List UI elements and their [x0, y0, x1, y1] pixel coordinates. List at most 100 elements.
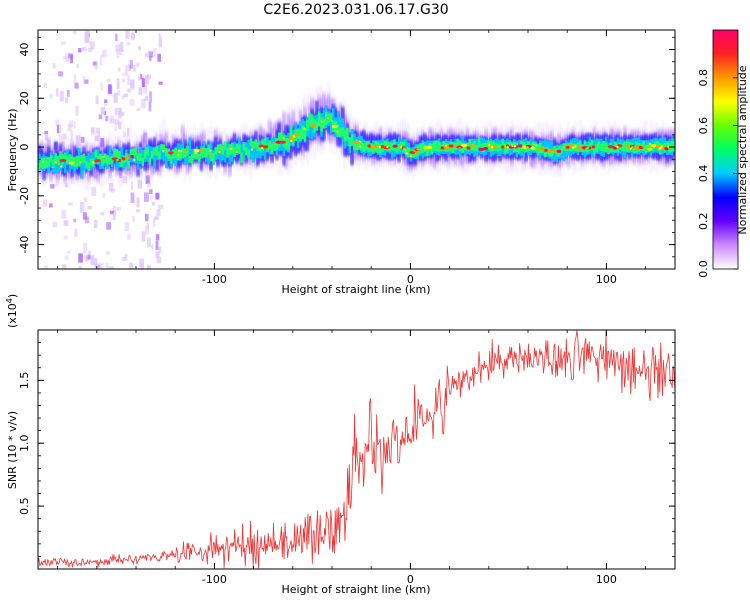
spectrogram-band-cell — [277, 132, 281, 147]
spectrogram-band-cell — [268, 140, 272, 150]
spectrogram-peak-cell — [331, 124, 339, 129]
spectrogram-noise-cell — [42, 199, 48, 207]
spectrogram-mid-cell — [526, 146, 530, 150]
spectrogram-mid-cell — [133, 158, 136, 162]
spectrogram-band-cell — [188, 137, 192, 155]
spectrogram-band-cell — [141, 149, 145, 162]
spectrogram-band-cell — [360, 140, 363, 151]
spectrogram-band-cell — [204, 147, 208, 157]
spectrogram-noise-cell — [154, 216, 159, 220]
spectrogram-noise-cell — [137, 46, 142, 51]
spectrogram-mid-cell — [631, 145, 634, 149]
spectrogram-band-cell — [651, 144, 655, 152]
spectrogram-band-cell — [543, 147, 547, 157]
spectrogram-peak-cell — [538, 147, 545, 151]
spectrogram-noise-cell — [116, 119, 120, 125]
spectrogram-noise-cell — [64, 222, 67, 226]
spectrogram-noise-cell — [138, 87, 143, 95]
spectrogram-band-cell — [341, 127, 345, 137]
spectrogram-noise-cell — [121, 72, 127, 76]
spectrogram-mid-cell — [488, 143, 491, 147]
spectrogram-band-cell — [616, 143, 620, 153]
spectrogram-band-cell — [183, 152, 187, 164]
spectrogram-mid-cell — [92, 161, 95, 164]
spectrogram-band-cell — [317, 112, 321, 127]
spectrogram-band-cell — [47, 156, 51, 167]
spectrogram-noise-cell — [129, 262, 134, 269]
spectrogram-mid-cell — [290, 139, 293, 143]
spectrogram-band-cell — [430, 143, 434, 154]
spectrogram-mid-cell — [668, 147, 671, 150]
spectrogram-noise-cell — [52, 184, 57, 188]
spectrogram-mid-cell — [658, 147, 661, 150]
spectrogram-band-cell — [132, 148, 135, 159]
spectrogram-mid-cell — [60, 165, 63, 168]
spectrogram-peak-cell — [263, 145, 269, 149]
spectrogram-noise-cell — [141, 98, 146, 109]
spectrogram-noise-cell — [115, 33, 118, 42]
spectrogram-peak-cell — [353, 140, 359, 144]
spectrogram-mid-cell — [370, 144, 374, 147]
spectrogram-band-cell — [256, 142, 260, 151]
spectrogram-band-cell — [574, 143, 577, 152]
spectrogram-y-tick-label: 0 — [18, 144, 31, 151]
spectrogram-peak-cell — [453, 144, 458, 149]
spectrogram-x-ticks: -100 0 100 — [57, 30, 646, 286]
spectrogram-mid-cell — [504, 145, 507, 149]
spectrogram-noise-cell — [153, 217, 156, 227]
spectrogram-band-cell — [80, 155, 83, 162]
spectrogram-band-cell — [484, 142, 488, 151]
colorbar-ticks: 0.0 0.2 0.4 0.6 0.8 — [697, 69, 738, 278]
spectrogram-noise-cell — [141, 231, 146, 242]
spectrogram-band-cell — [273, 141, 276, 151]
spectrogram-noise-cell — [114, 122, 117, 131]
spectrogram-band-cell — [230, 146, 234, 162]
spectrogram-band-cell — [355, 139, 359, 151]
spectrogram-noise-cell — [92, 61, 97, 66]
spectrogram-noise-cell — [106, 78, 111, 83]
spectrogram-band-cell — [346, 127, 349, 141]
colorbar-frame — [712, 29, 739, 270]
spectrogram-band-cell — [190, 153, 194, 165]
spectrogram-noise-cell — [84, 216, 90, 224]
spectrogram-noise-cell — [158, 204, 164, 210]
spectrogram-noise-cell — [83, 197, 88, 203]
spectrogram-mid-cell — [399, 145, 403, 149]
spectrogram-band-cell — [223, 141, 227, 151]
spectrogram-noise-cell — [105, 116, 109, 122]
spectrogram-noise-cell — [56, 88, 59, 97]
spectrogram-band-cell — [336, 123, 340, 138]
spectrogram-band-cell — [308, 121, 312, 139]
spectrogram-noise-cell — [105, 251, 110, 255]
spectrogram-band-cell — [77, 156, 81, 167]
spectrogram-mid-cell — [506, 146, 509, 149]
spectrogram-peak-cell — [638, 145, 644, 150]
spectrogram-band-cell — [633, 146, 636, 153]
spectrogram-peak-cell — [392, 144, 398, 148]
spectrogram-noise-cell — [49, 203, 53, 208]
spectrogram-band-cell — [209, 141, 213, 158]
snr-y-axis-label: SNR (10 * v/v) — [6, 411, 19, 489]
spectrogram-mid-cell — [116, 158, 119, 162]
spectrogram-band-cell — [165, 151, 168, 169]
spectrogram-band-cell — [597, 141, 601, 150]
spectrogram-noise-cell — [109, 115, 114, 124]
spectrogram-peak-cell — [121, 157, 126, 161]
spectrogram-band-cell — [604, 142, 608, 153]
spectrogram-mid-cell — [586, 146, 590, 150]
spectrogram-mid-cell — [230, 147, 233, 151]
spectrogram-noise-cell — [127, 74, 130, 86]
spectrogram-peak-cell — [607, 145, 614, 149]
spectrogram-band-cell — [517, 145, 521, 154]
spectrogram-band-cell — [242, 142, 246, 151]
spectrogram-noise-cell — [136, 62, 140, 67]
spectrogram-band-cell — [301, 125, 305, 140]
spectrogram-peak-cell — [448, 144, 454, 148]
spectrogram-noise-cell — [129, 79, 135, 89]
spectrogram-band-cell — [75, 156, 79, 168]
spectrogram-noise-cell — [146, 74, 151, 80]
spectrogram-band-cell — [350, 132, 354, 165]
spectrogram-band-cell — [534, 143, 537, 152]
spectrogram-band-cell — [433, 141, 436, 151]
